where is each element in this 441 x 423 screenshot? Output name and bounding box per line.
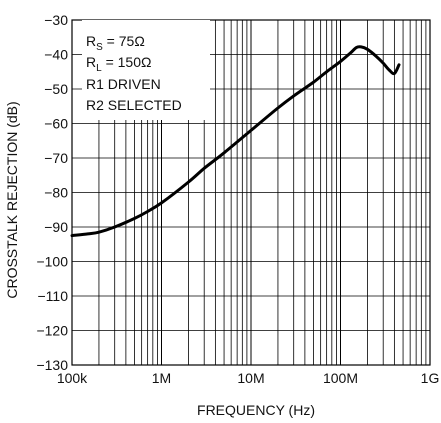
y-tick-label: −110 (38, 288, 69, 304)
y-tick-label: −100 (36, 254, 68, 270)
series-line (70, 45, 401, 238)
annotation-rl: RL = 150Ω (86, 54, 151, 74)
x-tick-label: 1G (421, 370, 440, 386)
y-tick-label: −70 (44, 150, 68, 166)
annotation-rs: RS = 75Ω (86, 33, 145, 53)
annotation-r2-selected: R2 SELECTED (86, 97, 182, 113)
x-tick-label: 100M (323, 370, 358, 386)
plot-frame (71, 19, 431, 366)
y-tick-label: −40 (44, 47, 68, 63)
x-axis-label: FREQUENCY (Hz) (197, 402, 315, 418)
tick-labels: 100k 1M 10M 100M 1G −30 −40 −50 −60 −70 −80 −90 −100… (36, 12, 439, 386)
y-axis-label: CROSSTALK REJECTION (dB) (4, 101, 20, 298)
x-tick-label: 1M (152, 370, 171, 386)
y-tick-label: −30 (44, 12, 68, 28)
annotation-box (82, 20, 210, 120)
y-tick-label: −130 (36, 357, 68, 373)
y-tick-label: −120 (36, 323, 68, 339)
y-tick-label: −90 (44, 219, 68, 235)
annotations: RS = 75Ω RL = 150Ω R1 DRIVEN R2 SELECTED (86, 33, 182, 113)
y-tick-label: −50 (44, 81, 68, 97)
series-layer (70, 45, 401, 238)
y-tick-label: −60 (44, 116, 68, 132)
y-tick-label: −80 (44, 185, 68, 201)
x-tick-label: 10M (237, 370, 264, 386)
x-tick-label: 100k (57, 370, 88, 386)
annotation-r1-driven: R1 DRIVEN (86, 76, 161, 92)
